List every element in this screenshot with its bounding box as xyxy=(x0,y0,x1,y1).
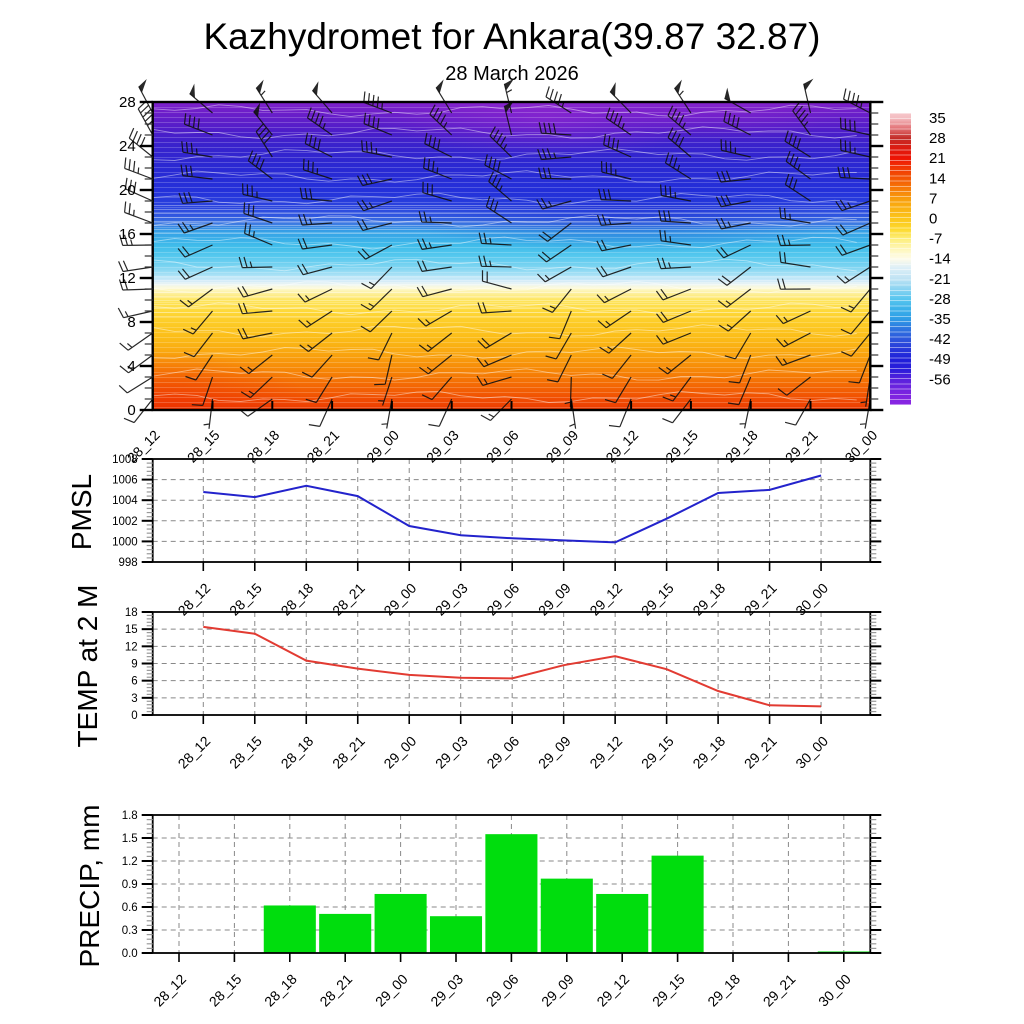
svg-text:28_18: 28_18 xyxy=(278,733,317,772)
svg-text:-21: -21 xyxy=(929,271,951,288)
figure-subtitle: 28 March 2026 xyxy=(445,63,579,85)
colorbar-labels: 35 28 21 14 7 0 -7 -14 -21 -28 -35 -42 -49 -56 xyxy=(929,110,951,388)
svg-text:-56: -56 xyxy=(929,371,951,388)
svg-text:28_18: 28_18 xyxy=(261,971,300,1010)
svg-text:0.6: 0.6 xyxy=(122,902,138,914)
svg-text:-35: -35 xyxy=(929,311,951,328)
cross-section-tints xyxy=(152,102,870,410)
svg-text:0: 0 xyxy=(131,710,137,722)
cross-section-axes: 0 4 8 12 16 20 24 28 xyxy=(119,94,884,419)
svg-text:29_03: 29_03 xyxy=(427,971,466,1010)
svg-text:998: 998 xyxy=(119,557,138,569)
svg-text:1000: 1000 xyxy=(112,536,138,548)
svg-text:1008: 1008 xyxy=(112,454,138,466)
svg-text:8: 8 xyxy=(127,314,135,331)
svg-text:-14: -14 xyxy=(929,251,951,268)
svg-text:28_15: 28_15 xyxy=(226,733,265,772)
svg-text:1.8: 1.8 xyxy=(122,810,138,822)
svg-text:28_12: 28_12 xyxy=(175,733,214,772)
svg-text:28: 28 xyxy=(119,94,136,111)
svg-text:29_09: 29_09 xyxy=(535,733,574,772)
svg-text:1002: 1002 xyxy=(112,516,138,528)
svg-text:29_00: 29_00 xyxy=(372,971,411,1010)
svg-text:0.9: 0.9 xyxy=(122,879,138,891)
svg-text:0: 0 xyxy=(127,402,135,419)
svg-text:1.5: 1.5 xyxy=(122,833,138,845)
svg-text:28: 28 xyxy=(929,130,946,147)
svg-text:29_15: 29_15 xyxy=(649,971,688,1010)
svg-text:29_18: 29_18 xyxy=(689,733,728,772)
svg-text:14: 14 xyxy=(929,170,946,187)
svg-text:-49: -49 xyxy=(929,351,951,368)
svg-text:29_09: 29_09 xyxy=(538,971,577,1010)
cross-section-contour-band-upper xyxy=(152,205,870,235)
svg-text:29_06: 29_06 xyxy=(483,733,522,772)
svg-text:0.3: 0.3 xyxy=(122,925,138,937)
temp-panel: 0 3 6 9 12 15 18 28_12 28_15 28_18 28_21 29_00 29_03… xyxy=(125,607,882,772)
svg-text:29_00: 29_00 xyxy=(380,733,419,772)
svg-text:28_12: 28_12 xyxy=(150,971,189,1010)
svg-text:30_00: 30_00 xyxy=(792,733,831,772)
precip-bars: 0.0 0.3 0.6 0.9 1.2 1.5 1.8 28_12 28_15 28_18 28_2… xyxy=(122,810,882,1010)
svg-text:-28: -28 xyxy=(929,291,951,308)
svg-text:4: 4 xyxy=(127,358,135,375)
colorbar xyxy=(890,113,911,405)
svg-text:21: 21 xyxy=(929,150,946,167)
svg-text:28_21: 28_21 xyxy=(329,733,368,772)
svg-text:30_00: 30_00 xyxy=(815,971,854,1010)
svg-text:28_15: 28_15 xyxy=(206,971,245,1010)
svg-text:0: 0 xyxy=(929,211,937,228)
svg-text:29_15: 29_15 xyxy=(638,733,677,772)
svg-text:7: 7 xyxy=(929,190,937,207)
cross-section-contour-band-lower xyxy=(152,276,870,320)
wind-barbs xyxy=(117,78,871,429)
svg-text:1.2: 1.2 xyxy=(122,856,138,868)
svg-text:29_06: 29_06 xyxy=(483,971,522,1010)
svg-text:29_03: 29_03 xyxy=(432,733,471,772)
svg-text:12: 12 xyxy=(125,641,138,653)
svg-text:16: 16 xyxy=(119,226,136,243)
svg-text:12: 12 xyxy=(119,270,136,287)
svg-text:24: 24 xyxy=(119,138,136,155)
svg-text:15: 15 xyxy=(125,624,138,636)
colorbar-stripes xyxy=(890,113,911,405)
svg-text:29_18: 29_18 xyxy=(704,971,743,1010)
svg-text:1004: 1004 xyxy=(112,495,138,507)
svg-text:3: 3 xyxy=(131,693,137,705)
svg-text:29_21: 29_21 xyxy=(741,733,780,772)
svg-text:0.0: 0.0 xyxy=(122,948,138,960)
figure-title: Kazhydromet for Ankara(39.87 32.87) xyxy=(203,16,821,57)
svg-text:-42: -42 xyxy=(929,331,951,348)
svg-text:28_21: 28_21 xyxy=(316,971,355,1010)
svg-text:6: 6 xyxy=(131,676,137,688)
svg-text:18: 18 xyxy=(125,607,138,619)
svg-text:1006: 1006 xyxy=(112,475,138,487)
svg-text:9: 9 xyxy=(131,659,137,671)
svg-text:29_12: 29_12 xyxy=(593,971,632,1010)
svg-text:29_12: 29_12 xyxy=(586,733,625,772)
svg-text:-7: -7 xyxy=(929,231,942,248)
cross-section-contour-stripes xyxy=(152,102,870,410)
svg-text:35: 35 xyxy=(929,110,946,127)
svg-text:29_21: 29_21 xyxy=(760,971,799,1010)
svg-text:20: 20 xyxy=(119,182,136,199)
